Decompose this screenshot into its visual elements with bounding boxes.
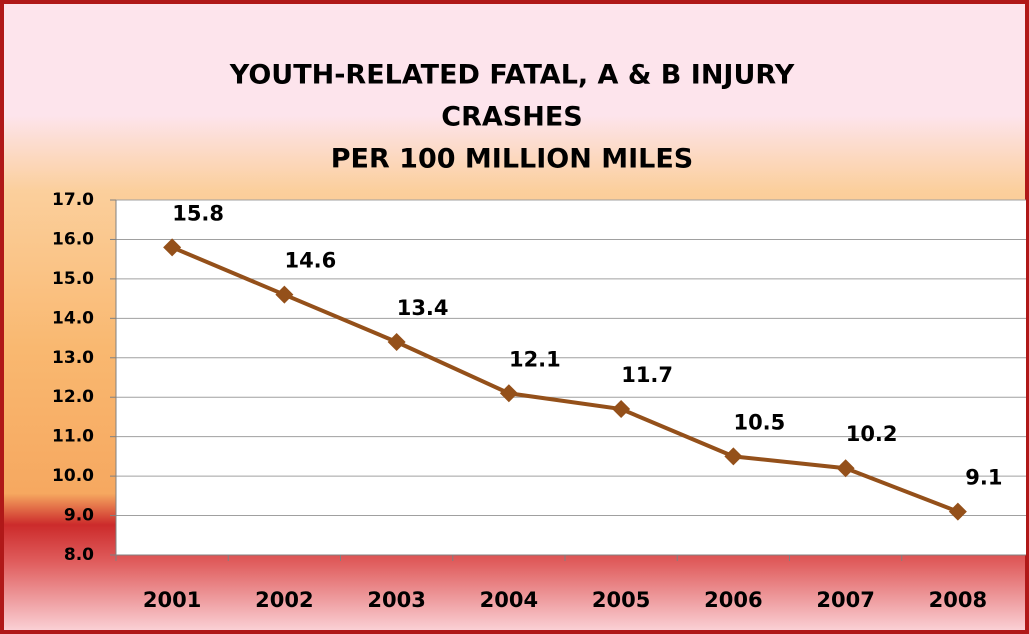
y-tick-label: 13.0	[52, 348, 94, 368]
x-tick-label: 2002	[255, 588, 313, 612]
x-tick-label: 2008	[929, 588, 987, 612]
marker	[163, 238, 182, 257]
marker	[836, 459, 855, 478]
data-label: 12.1	[509, 347, 561, 371]
marker	[948, 502, 967, 521]
marker	[499, 384, 518, 403]
plot-area	[116, 200, 1026, 555]
x-tick-label: 2004	[480, 588, 538, 612]
x-tick-label: 2001	[143, 588, 201, 612]
chart-title: PER 100 MILLION MILES	[331, 144, 694, 175]
data-label: 10.5	[733, 410, 785, 434]
x-tick-label: 2003	[367, 588, 425, 612]
x-tick-label: 2007	[816, 588, 874, 612]
y-tick-label: 10.0	[52, 466, 94, 486]
x-tick-label: 2006	[704, 588, 762, 612]
y-tick-label: 12.0	[52, 387, 94, 407]
data-label: 11.7	[621, 363, 673, 387]
data-line	[171, 245, 959, 514]
y-tick-label: 14.0	[52, 308, 94, 328]
y-tick-label: 11.0	[52, 427, 94, 447]
y-tick-label: 16.0	[52, 229, 94, 249]
data-label: 10.2	[846, 422, 898, 446]
x-tick-label: 2005	[592, 588, 650, 612]
marker	[612, 400, 631, 419]
data-label: 13.4	[397, 296, 449, 320]
data-label: 15.8	[172, 201, 224, 225]
chart-title: CRASHES	[441, 102, 582, 133]
data-label: 14.6	[284, 249, 336, 273]
y-tick-label: 9.0	[64, 506, 94, 526]
marker	[275, 285, 294, 304]
y-tick-label: 15.0	[52, 269, 94, 289]
chart-title: YOUTH-RELATED FATAL, A & B INJURY	[229, 60, 795, 91]
marker	[387, 333, 406, 351]
y-tick-label: 17.0	[52, 190, 94, 210]
data-label: 9.1	[965, 466, 1002, 490]
marker	[724, 447, 743, 466]
y-tick-label: 8.0	[64, 545, 94, 565]
